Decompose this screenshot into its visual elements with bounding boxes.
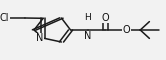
Text: O: O: [102, 13, 109, 23]
Text: N: N: [36, 33, 43, 43]
Text: H: H: [85, 13, 91, 22]
Text: Cl: Cl: [0, 13, 9, 23]
Text: O: O: [123, 25, 130, 35]
Text: N: N: [84, 31, 92, 41]
